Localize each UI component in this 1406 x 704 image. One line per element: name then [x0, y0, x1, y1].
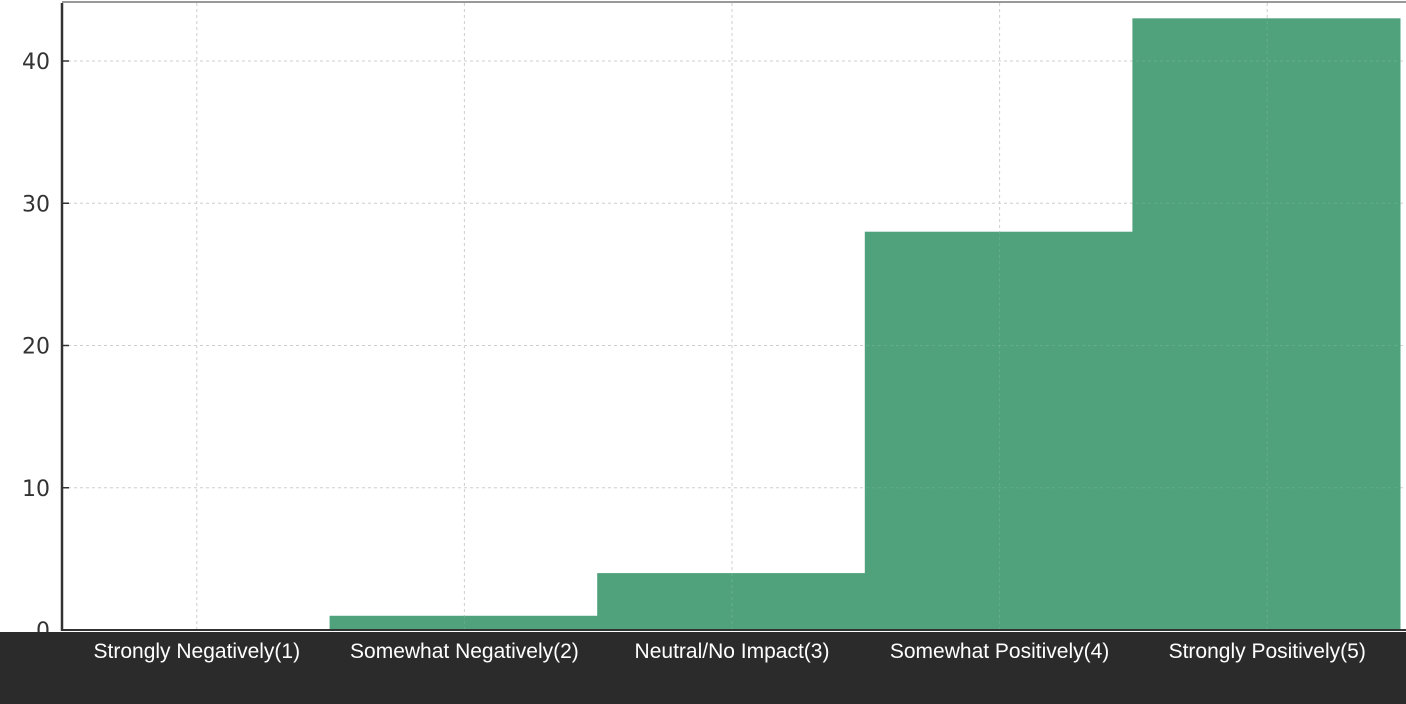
axes [60, 1, 1406, 631]
x-label-band [0, 632, 1406, 704]
x-tick-label: Somewhat Positively(4) [890, 640, 1109, 663]
x-tick-label: Somewhat Negatively(2) [350, 640, 579, 663]
bar [329, 615, 598, 630]
x-tick-label: Neutral/No Impact(3) [635, 640, 830, 663]
y-tick-label: 40 [22, 50, 50, 75]
x-tick-label: Strongly Positively(5) [1169, 640, 1366, 663]
bars [62, 3, 1406, 630]
bar [1132, 18, 1401, 630]
y-tick-label: 20 [22, 335, 50, 360]
x-tick-label: Strongly Negatively(1) [94, 640, 301, 663]
bar [597, 573, 866, 630]
bar [864, 231, 1133, 630]
y-tick-label: 30 [22, 192, 50, 217]
x-tick-labels: Strongly Negatively(1) Somewhat Negativel… [94, 640, 1366, 663]
y-tick-label: 10 [22, 477, 50, 502]
grid [62, 3, 1406, 630]
